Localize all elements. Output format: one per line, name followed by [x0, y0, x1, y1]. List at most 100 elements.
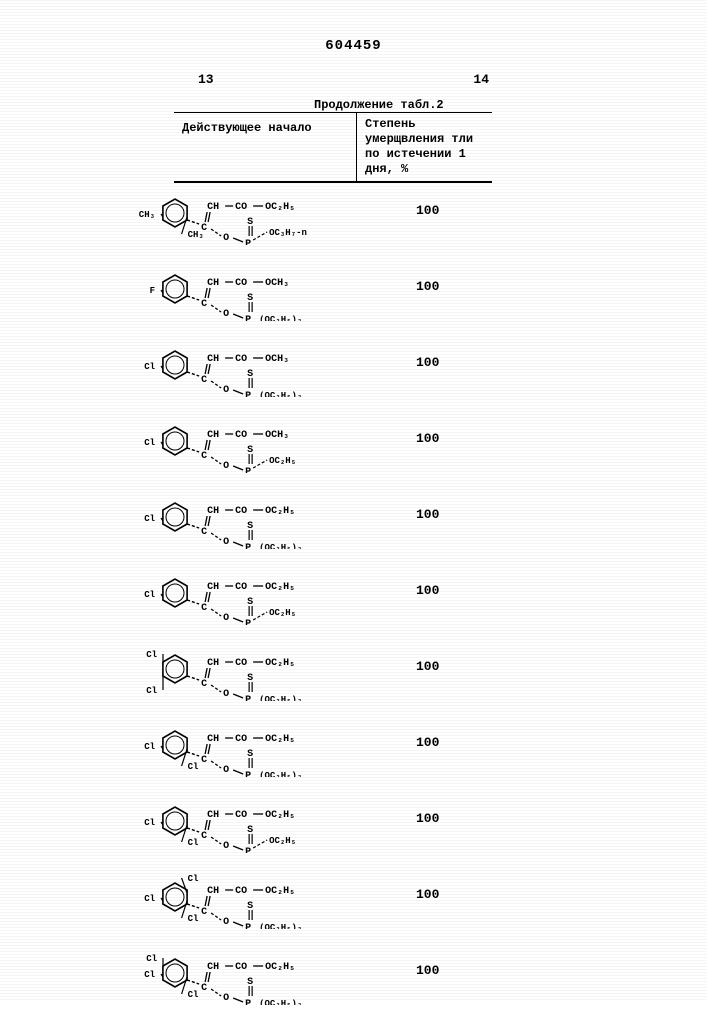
svg-text:C: C	[201, 299, 207, 310]
svg-text:CO: CO	[235, 430, 247, 441]
svg-text:O: O	[223, 917, 229, 928]
svg-text:OCH₃: OCH₃	[265, 430, 289, 441]
chemical-structure: ClCl C CH CO OC₂H₅ O P S (OC₂H₅)₂	[120, 631, 410, 701]
svg-text:C: C	[201, 831, 207, 842]
svg-text:O: O	[223, 385, 229, 396]
svg-text:S: S	[247, 901, 253, 912]
mortality-value: 100	[410, 887, 439, 902]
svg-text:CO: CO	[235, 886, 247, 897]
svg-text:S: S	[247, 445, 253, 456]
mortality-value: 100	[410, 507, 439, 522]
svg-text:Cl: Cl	[144, 970, 155, 980]
svg-text:OCH₃: OCH₃	[265, 278, 289, 289]
svg-text:CO: CO	[235, 202, 247, 213]
mortality-value: 100	[410, 279, 439, 294]
svg-text:P: P	[245, 391, 251, 397]
svg-text:CH: CH	[207, 354, 219, 365]
svg-text:OC₂H₅: OC₂H₅	[269, 836, 296, 846]
document-number: 604459	[0, 38, 707, 54]
svg-text:OC₂H₅: OC₂H₅	[265, 506, 295, 517]
svg-text:CO: CO	[235, 506, 247, 517]
svg-text:Cl: Cl	[188, 874, 199, 884]
mortality-value: 100	[410, 583, 439, 598]
svg-text:Cl: Cl	[146, 954, 157, 964]
svg-text:OC₂H₅: OC₂H₅	[265, 582, 295, 593]
svg-text:CH: CH	[207, 506, 219, 517]
table-row: ClCl C CH CO OC₂H₅ O P S (OC₂H₅)₂ 100	[120, 631, 520, 701]
mortality-value: 100	[410, 203, 439, 218]
svg-text:S: S	[247, 293, 253, 304]
svg-text:(OC₂H₅)₂: (OC₂H₅)₂	[259, 543, 302, 549]
svg-text:CH: CH	[207, 810, 219, 821]
table-row: ClClCl C CH CO OC₂H₅ O P S (OC₂H₅)₂ 100	[120, 935, 520, 1005]
svg-text:S: S	[247, 369, 253, 380]
mortality-value: 100	[410, 431, 439, 446]
mortality-value: 100	[410, 963, 439, 978]
svg-text:O: O	[223, 993, 229, 1004]
chemical-structure: ClCl C CH CO OC₂H₅ O P S (OC₂H₅)₂	[120, 707, 410, 777]
svg-text:Cl: Cl	[146, 686, 157, 696]
svg-text:C: C	[201, 603, 207, 614]
svg-text:C: C	[201, 527, 207, 538]
mortality-value: 100	[410, 811, 439, 826]
svg-text:CH: CH	[207, 278, 219, 289]
svg-text:(OC₂H₅)₂: (OC₂H₅)₂	[259, 391, 302, 397]
svg-text:S: S	[247, 217, 253, 228]
chemical-structure: Cl C CH CO OCH₃ O P S (OC₂H₅)₂ a	[120, 327, 410, 397]
chemical-structure: ClClCl C CH CO OC₂H₅ O P S (OC₂H₅)₂	[120, 859, 410, 929]
svg-text:Cl: Cl	[144, 362, 155, 372]
svg-text:CH: CH	[207, 430, 219, 441]
svg-text:OC₂H₅: OC₂H₅	[265, 658, 295, 669]
svg-text:P: P	[245, 315, 251, 321]
svg-text:C: C	[201, 907, 207, 918]
svg-text:Cl: Cl	[144, 818, 155, 828]
table-row: CH₃CH₃ C CH CO OC₂H₅ O P S OC₃H₇-n C₂H₅ …	[120, 175, 520, 245]
svg-text:OC₂H₅: OC₂H₅	[265, 886, 295, 897]
svg-text:OC₂H₅: OC₂H₅	[265, 734, 295, 745]
svg-text:F: F	[150, 286, 155, 296]
svg-text:CH: CH	[207, 658, 219, 669]
svg-text:O: O	[223, 309, 229, 320]
column-header-1: Действующее начало	[174, 113, 357, 181]
svg-text:O: O	[223, 233, 229, 244]
svg-text:OCH₃: OCH₃	[265, 354, 289, 365]
chemical-structure: ClClCl C CH CO OC₂H₅ O P S (OC₂H₅)₂	[120, 935, 410, 1005]
svg-text:CH: CH	[207, 202, 219, 213]
svg-text:O: O	[223, 613, 229, 624]
svg-text:O: O	[223, 689, 229, 700]
svg-text:OC₂H₅: OC₂H₅	[265, 202, 295, 213]
svg-text:S: S	[247, 749, 253, 760]
svg-text:C: C	[201, 451, 207, 462]
svg-text:Cl: Cl	[144, 742, 155, 752]
chemical-structure: Cl C CH CO OCH₃ O P S OC₂H₅ OC₃H₇-n	[120, 403, 410, 473]
svg-text:P: P	[245, 619, 251, 625]
svg-text:P: P	[245, 923, 251, 929]
svg-text:C: C	[201, 983, 207, 994]
svg-text:P: P	[245, 771, 251, 777]
svg-text:Cl: Cl	[144, 514, 155, 524]
table-header: Действующее начало Степень умерщвления т…	[174, 112, 492, 183]
chemical-structure: F C CH CO OCH₃ O P S (OC₂H₅)₂	[120, 251, 410, 321]
svg-text:C: C	[201, 375, 207, 386]
svg-text:CH: CH	[207, 962, 219, 973]
table-row: Cl C CH CO OC₂H₅ O P S (OC₂H₅)₂ 100	[120, 479, 520, 549]
svg-text:P: P	[245, 695, 251, 701]
svg-text:S: S	[247, 977, 253, 988]
table-row: Cl C CH CO OC₂H₅ O P S OC₂H₅ OC₃H₇-n 100	[120, 555, 520, 625]
svg-text:(OC₂H₅)₂: (OC₂H₅)₂	[259, 315, 302, 321]
mortality-value: 100	[410, 355, 439, 370]
svg-text:CO: CO	[235, 582, 247, 593]
svg-text:P: P	[245, 847, 251, 853]
table-row: Cl C CH CO OCH₃ O P S OC₂H₅ OC₃H₇-n 100	[120, 403, 520, 473]
svg-text:O: O	[223, 461, 229, 472]
page-number-right: 14	[473, 72, 489, 87]
svg-text:(OC₂H₅)₂: (OC₂H₅)₂	[259, 771, 302, 777]
table-row: ClCl C CH CO OC₂H₅ O P S OC₂H₅ OC₃H₇-n 1…	[120, 783, 520, 853]
svg-text:C: C	[201, 223, 207, 234]
table-row: ClCl C CH CO OC₂H₅ O P S (OC₂H₅)₂ 100	[120, 707, 520, 777]
svg-text:Cl: Cl	[188, 914, 199, 924]
svg-text:CH: CH	[207, 734, 219, 745]
svg-text:O: O	[223, 841, 229, 852]
svg-text:CO: CO	[235, 734, 247, 745]
svg-text:Cl: Cl	[144, 590, 155, 600]
